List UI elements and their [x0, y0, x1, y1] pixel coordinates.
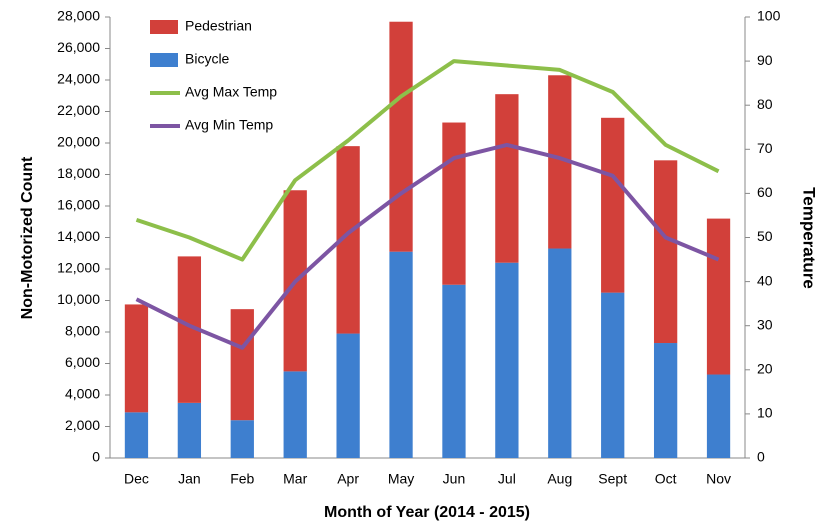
y-tick-label: 8,000: [65, 323, 100, 339]
y-tick-label: 16,000: [57, 197, 100, 213]
x-tick-label: May: [388, 471, 414, 487]
legend-label: Avg Max Temp: [185, 84, 277, 100]
bar: [124, 304, 149, 413]
line: [135, 142, 720, 350]
line: [135, 59, 720, 262]
y2-tick-label: 90: [757, 52, 773, 68]
bar: [230, 309, 254, 421]
bar: [177, 402, 202, 458]
y-tick-label: 18,000: [57, 165, 100, 181]
x-tick-label: Jun: [443, 471, 466, 487]
y2-tick-label: 10: [757, 405, 773, 421]
x-tick-label: Oct: [655, 471, 677, 487]
y2-tick-label: 60: [757, 184, 773, 200]
bar: [653, 343, 678, 458]
legend-swatch: [150, 53, 178, 67]
y2-tick-label: 70: [757, 140, 773, 156]
bar: [442, 122, 466, 285]
y-tick-label: 22,000: [57, 102, 100, 118]
x-tick-label: Mar: [283, 471, 307, 487]
y-tick-label: 10,000: [57, 291, 100, 307]
y2-tick-label: 50: [757, 228, 773, 244]
y2-axis-label: Temperature: [800, 187, 819, 289]
y2-tick-label: 30: [757, 316, 773, 332]
x-tick-label: Nov: [706, 471, 731, 487]
bar: [283, 371, 307, 458]
bar: [495, 94, 519, 263]
bar: [653, 160, 678, 344]
bar: [389, 21, 413, 252]
bar: [601, 117, 625, 293]
bar: [706, 374, 731, 458]
x-tick-label: Apr: [337, 471, 359, 487]
bar: [706, 218, 731, 375]
x-axis-label: Month of Year (2014 - 2015): [324, 504, 530, 521]
y2-tick-label: 100: [757, 8, 781, 24]
y-tick-label: 2,000: [65, 417, 100, 433]
bar: [177, 256, 202, 403]
bar: [389, 251, 413, 458]
y2-tick-label: 40: [757, 272, 773, 288]
legend-label: Avg Min Temp: [185, 117, 273, 133]
bar: [230, 420, 254, 458]
x-tick-label: Dec: [124, 471, 149, 487]
y-tick-label: 24,000: [57, 71, 100, 87]
legend-label: Pedestrian: [185, 18, 252, 34]
y-tick-label: 14,000: [57, 228, 100, 244]
legend-swatch: [150, 20, 178, 34]
bar: [336, 333, 360, 458]
y-tick-label: 12,000: [57, 260, 100, 276]
bar: [601, 292, 625, 458]
y-tick-label: 26,000: [57, 39, 100, 55]
x-tick-label: Feb: [230, 471, 254, 487]
x-tick-label: Jul: [498, 471, 516, 487]
y2-tick-label: 80: [757, 96, 773, 112]
y2-tick-label: 0: [757, 449, 765, 465]
y-tick-label: 6,000: [65, 354, 100, 370]
y-tick-label: 0: [92, 449, 100, 465]
y-tick-label: 28,000: [57, 8, 100, 24]
bar: [548, 248, 572, 458]
bar: [336, 146, 360, 334]
bar: [495, 262, 519, 458]
bar: [548, 75, 572, 249]
x-tick-label: Sept: [598, 471, 627, 487]
y-tick-label: 4,000: [65, 386, 100, 402]
bar: [442, 284, 466, 458]
x-tick-label: Aug: [547, 471, 572, 487]
x-tick-label: Jan: [178, 471, 201, 487]
y-axis-label: Non-Motorized Count: [19, 156, 36, 319]
legend-label: Bicycle: [185, 51, 230, 67]
y-tick-label: 20,000: [57, 134, 100, 150]
y2-tick-label: 20: [757, 361, 773, 377]
bar: [124, 412, 149, 458]
